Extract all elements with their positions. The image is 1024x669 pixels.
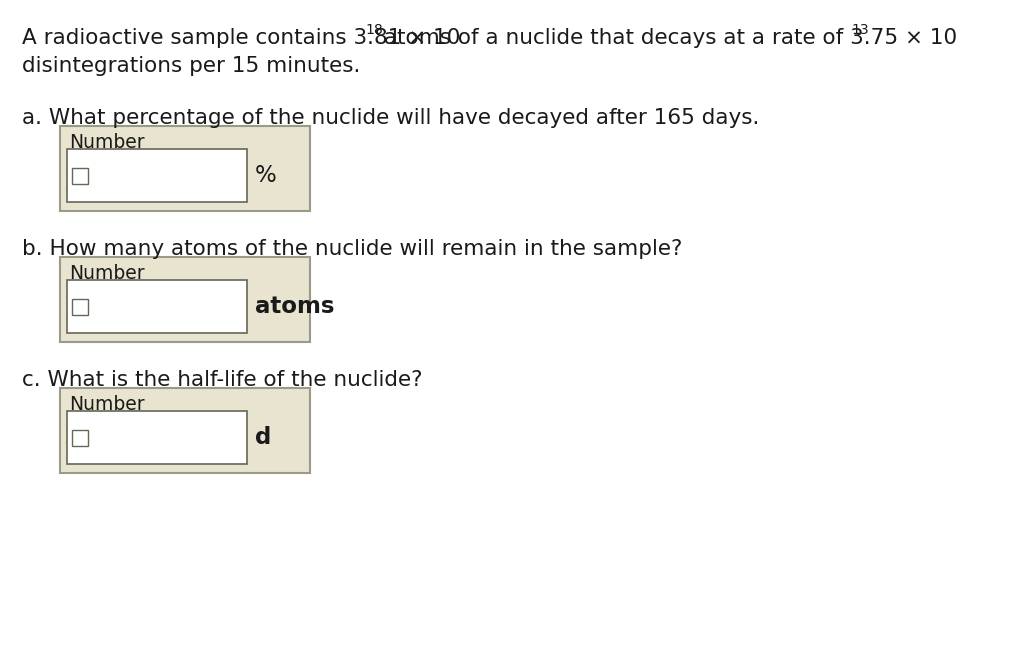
Text: Number: Number — [69, 264, 144, 283]
Text: Number: Number — [69, 395, 144, 414]
Text: atoms of a nuclide that decays at a rate of 3.75 × 10: atoms of a nuclide that decays at a rate… — [377, 28, 956, 48]
Text: %: % — [255, 164, 276, 187]
FancyBboxPatch shape — [60, 257, 310, 342]
Bar — [67, 411, 247, 464]
Text: 18: 18 — [366, 23, 383, 37]
Text: disintegrations per 15 minutes.: disintegrations per 15 minutes. — [22, 56, 360, 76]
FancyBboxPatch shape — [60, 388, 310, 473]
Bar — [67, 280, 247, 333]
FancyBboxPatch shape — [60, 126, 310, 211]
Bar — [72, 167, 88, 183]
Text: atoms: atoms — [255, 295, 335, 318]
Bar — [72, 298, 88, 314]
Text: Number: Number — [69, 133, 144, 152]
Text: 13: 13 — [852, 23, 869, 37]
Bar — [72, 429, 88, 446]
Bar — [67, 149, 247, 202]
Text: b. How many atoms of the nuclide will remain in the sample?: b. How many atoms of the nuclide will re… — [22, 239, 682, 259]
Text: a. What percentage of the nuclide will have decayed after 165 days.: a. What percentage of the nuclide will h… — [22, 108, 760, 128]
Text: d: d — [255, 426, 271, 449]
Text: A radioactive sample contains 3.81 × 10: A radioactive sample contains 3.81 × 10 — [22, 28, 461, 48]
Text: c. What is the half-life of the nuclide?: c. What is the half-life of the nuclide? — [22, 370, 423, 390]
